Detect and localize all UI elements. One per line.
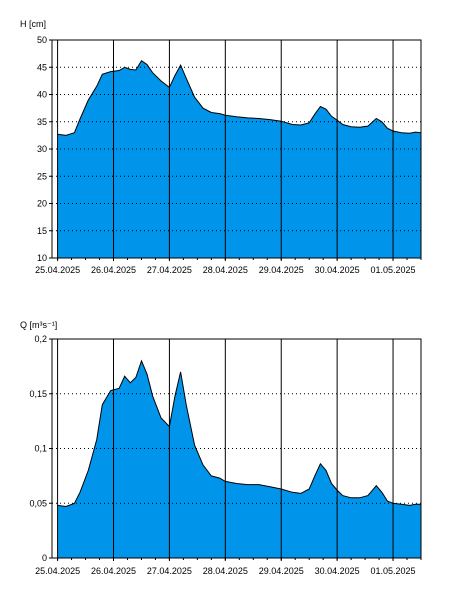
y-tick-label: 0,15 bbox=[29, 389, 47, 399]
y-tick-label: 0,1 bbox=[34, 444, 47, 454]
x-tick-label: 29.04.2025 bbox=[259, 566, 304, 576]
discharge-chart: 0 0,05 0,1 0,15 0,2 25.04.2025 26.04.2025 27.04… bbox=[20, 320, 422, 576]
x-tick-label: 26.04.2025 bbox=[91, 566, 136, 576]
y-axis-label: Q [m³s⁻¹] bbox=[20, 320, 57, 330]
x-tick-label: 25.04.2025 bbox=[35, 566, 80, 576]
series-area bbox=[57, 60, 421, 259]
y-tick-label: 40 bbox=[37, 90, 47, 100]
x-tick-label: 30.04.2025 bbox=[315, 566, 360, 576]
series-area bbox=[57, 360, 421, 558]
x-tick-label: 26.04.2025 bbox=[91, 265, 136, 275]
series-line bbox=[57, 59, 422, 136]
series-line bbox=[57, 359, 421, 508]
y-tick-label: 20 bbox=[37, 199, 47, 209]
x-tick-label: 29.04.2025 bbox=[259, 265, 304, 275]
x-tick-label: 01.05.2025 bbox=[371, 265, 416, 275]
y-tick-label: 0,2 bbox=[34, 334, 47, 344]
y-tick-label: 10 bbox=[37, 253, 47, 263]
y-tick-label: 50 bbox=[37, 35, 47, 45]
x-tick-label: 01.05.2025 bbox=[371, 566, 416, 576]
plot-frame bbox=[51, 338, 422, 559]
y-tick-label: 30 bbox=[37, 144, 47, 154]
plot-frame bbox=[51, 39, 422, 259]
x-tick-label: 27.04.2025 bbox=[147, 566, 192, 576]
x-tick-label: 27.04.2025 bbox=[147, 265, 192, 275]
water-level-chart: 10 15 20 25 30 35 40 45 50 25.04.2025 26.04.2025 27… bbox=[20, 19, 422, 275]
y-axis-label: H [cm] bbox=[20, 19, 46, 29]
y-tick-label: 0,05 bbox=[29, 498, 47, 508]
y-tick-label: 45 bbox=[37, 62, 47, 72]
x-tick-label: 28.04.2025 bbox=[203, 265, 248, 275]
x-tick-label: 28.04.2025 bbox=[203, 566, 248, 576]
y-tick-label: 0 bbox=[42, 553, 47, 563]
x-tick-label: 30.04.2025 bbox=[315, 265, 360, 275]
y-tick-label: 25 bbox=[37, 171, 47, 181]
y-tick-label: 35 bbox=[37, 117, 47, 127]
y-tick-label: 15 bbox=[37, 226, 47, 236]
x-tick-label: 25.04.2025 bbox=[35, 265, 80, 275]
